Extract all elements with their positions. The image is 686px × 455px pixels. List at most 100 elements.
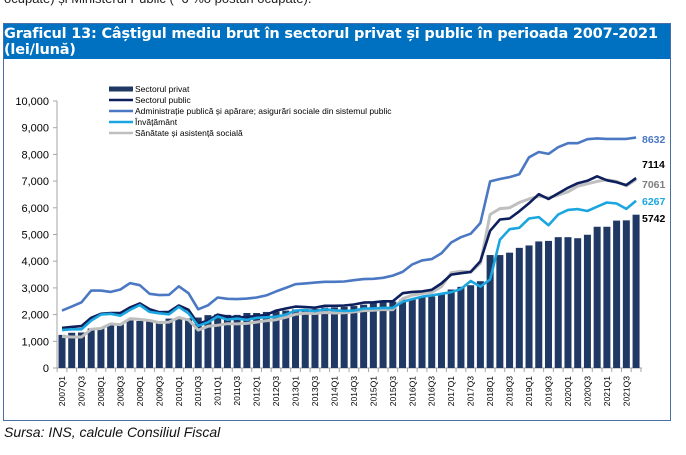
preceding-text: ocupate) și Ministerul Public (~6 %o pos… [4, 0, 311, 6]
bar-sectorul-privat [613, 220, 621, 368]
line-sanatate [61, 178, 637, 339]
bar-sectorul-privat [506, 252, 514, 368]
bar-sectorul-privat [292, 309, 300, 368]
bar-sectorul-privat [545, 240, 552, 368]
y-tick-label: 5,000 [21, 230, 49, 242]
end-label: 7061 [642, 179, 666, 191]
bar-sectorul-privat [97, 327, 105, 368]
x-tick-label: 2013Q1 [291, 376, 301, 407]
x-tick-label: 2020Q3 [582, 376, 592, 407]
bar-sectorul-privat [467, 285, 475, 368]
legend-label: Sectorul privat [135, 84, 190, 94]
legend-label: Administrație publică și apărare; asigur… [135, 106, 392, 116]
x-tick-label: 2018Q1 [485, 376, 495, 407]
x-tick-label: 2014Q1 [329, 376, 339, 407]
y-tick-label: 1,000 [21, 336, 49, 348]
y-tick-label: 6,000 [21, 203, 49, 215]
bar-sectorul-privat [389, 301, 397, 368]
bar-sectorul-privat [58, 334, 66, 368]
x-tick-label: 2008Q1 [96, 376, 106, 407]
bar-sectorul-privat [330, 307, 338, 368]
x-tick-label: 2009Q3 [154, 376, 164, 407]
y-tick-label: 3,000 [21, 283, 49, 295]
x-tick-label: 2015Q1 [368, 376, 378, 407]
x-tick-label: 2020Q1 [563, 376, 573, 407]
chart-title: Graficul 13: Câștigul mediu brut în sect… [4, 24, 670, 59]
x-tick-label: 2016Q3 [427, 376, 437, 407]
bar-sectorul-privat [146, 319, 154, 368]
bar-sectorul-privat [457, 286, 465, 368]
bar-sectorul-privat [515, 247, 523, 368]
y-tick-label: 2,000 [21, 310, 49, 322]
x-tick-label: 2014Q3 [349, 376, 359, 407]
bar-sectorul-privat [155, 321, 163, 368]
bar-sectorul-privat [136, 321, 144, 368]
line-invatamant [61, 199, 637, 332]
bar-sectorul-privat [233, 314, 241, 368]
x-tick-label: 2021Q1 [602, 376, 612, 407]
bar-sectorul-privat [486, 255, 494, 368]
end-label: 5742 [642, 213, 666, 225]
bar-sectorul-privat [282, 310, 290, 368]
bar-sectorul-privat [214, 314, 222, 368]
bar-sectorul-privat [253, 312, 261, 368]
bar-sectorul-privat [184, 318, 192, 368]
bar-sectorul-privat [496, 255, 504, 368]
x-tick-label: 2017Q3 [466, 376, 476, 407]
source-note: Sursa: INS, calcule Consiliul Fiscal [4, 424, 221, 440]
bar-sectorul-privat [301, 309, 309, 368]
bar-sectorul-privat [194, 317, 202, 368]
bar-sectorul-privat [554, 237, 562, 368]
line-administratie [61, 136, 637, 312]
bar-sectorul-privat [223, 314, 231, 368]
x-tick-label: 2007Q3 [76, 376, 86, 407]
bar-sectorul-privat [418, 296, 426, 368]
y-tick-label: 4,000 [21, 256, 49, 268]
bar-sectorul-privat [262, 311, 270, 368]
bar-sectorul-privat [476, 281, 484, 368]
line-public [61, 175, 637, 330]
x-tick-label: 2011Q3 [232, 376, 242, 406]
end-label: 8632 [642, 134, 666, 146]
bar-sectorul-privat [87, 328, 95, 368]
bar-sectorul-privat [321, 307, 329, 368]
bar-sectorul-privat [360, 304, 368, 368]
bar-sectorul-privat [243, 312, 251, 368]
bar-sectorul-privat [632, 214, 640, 368]
x-tick-label: 2019Q3 [544, 376, 554, 407]
x-tick-label: 2017Q1 [446, 376, 456, 407]
x-tick-label: 2010Q1 [174, 376, 184, 407]
bar-sectorul-privat [603, 226, 611, 368]
bar-sectorul-privat [272, 311, 280, 368]
bar-sectorul-privat [68, 332, 76, 368]
bar-sectorul-privat [428, 296, 436, 368]
bar-sectorul-privat [204, 315, 212, 368]
bar-sectorul-privat [535, 241, 543, 368]
bar-sectorul-privat [369, 302, 377, 368]
bar-sectorul-privat [399, 299, 407, 368]
x-tick-label: 2009Q1 [135, 376, 145, 407]
x-tick-label: 2010Q3 [193, 376, 203, 407]
x-tick-label: 2011Q1 [213, 376, 223, 406]
bar-sectorul-privat [583, 234, 591, 368]
bar-sectorul-privat [622, 220, 630, 368]
x-tick-label: 2021Q3 [621, 376, 631, 407]
x-tick-label: 2008Q3 [115, 376, 125, 407]
end-label: 7114 [642, 159, 665, 171]
bar-sectorul-privat [126, 320, 134, 368]
x-tick-label: 2012Q3 [271, 376, 281, 407]
legend-label: Sectorul public [135, 95, 192, 105]
bar-sectorul-privat [564, 237, 572, 368]
bar-sectorul-privat [408, 299, 416, 368]
bar-sectorul-privat [175, 318, 183, 368]
end-label: 6267 [642, 196, 666, 208]
x-tick-label: 2007Q1 [57, 376, 67, 407]
bar-sectorul-privat [116, 323, 124, 368]
x-tick-label: 2012Q1 [252, 376, 262, 407]
x-tick-label: 2015Q3 [388, 376, 398, 407]
x-tick-label: 2019Q1 [524, 376, 534, 407]
bar-sectorul-privat [593, 226, 601, 368]
y-tick-label: 9,000 [21, 123, 49, 135]
bar-sectorul-privat [107, 324, 115, 368]
